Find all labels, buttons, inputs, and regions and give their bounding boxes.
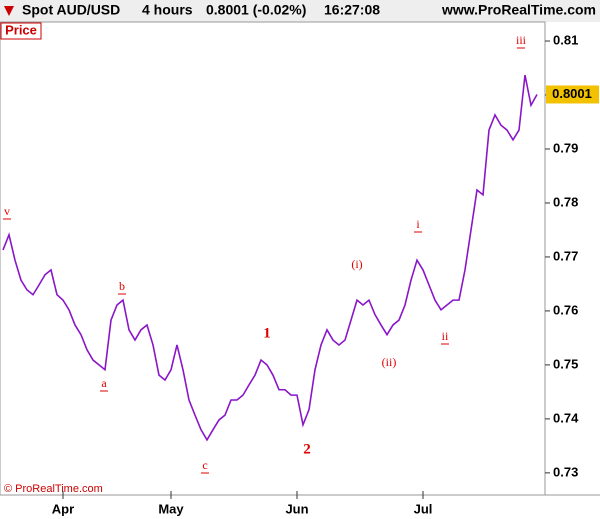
x-tick-label: Jul [414,501,433,516]
y-tick-label: 0.81 [553,32,578,47]
panel-box [0,22,42,40]
wave-label: iii [516,33,527,47]
site: www.ProRealTime.com [441,2,596,18]
wave-label: (i) [351,257,362,271]
plot-area [0,21,546,496]
menu-icon[interactable] [4,6,14,16]
x-tick-label: May [158,501,184,516]
copyright: © ProRealTime.com [4,483,103,495]
quote: 0.8001 (-0.02%) [206,2,306,18]
last-price-label: 0.8001 [552,86,592,101]
y-tick-label: 0.75 [553,356,578,371]
y-tick-label: 0.73 [553,464,578,479]
wave-label: (ii) [382,355,397,369]
x-tick-label: Apr [52,501,74,516]
wave-label: v [4,204,10,218]
y-tick-label: 0.78 [553,194,578,209]
wave-label: c [202,458,207,472]
interval: 4 hours [142,2,193,18]
y-tick-label: 0.77 [553,248,578,263]
symbol: Spot AUD/USD [22,2,120,18]
time: 16:27:08 [324,2,380,18]
wave-label: i [416,217,420,231]
wave-label: b [119,279,125,293]
wave-label: a [101,376,107,390]
y-tick-label: 0.76 [553,302,578,317]
wave-label: ii [442,329,449,343]
last-price-tag [546,85,599,104]
y-tick-label: 0.74 [553,410,579,425]
wave-label: 2 [303,441,311,457]
header-bar [0,0,600,22]
wave-label: 1 [263,325,271,341]
x-tick-label: Jun [285,501,308,516]
panel-label: Price [5,22,37,37]
price-line [2,74,538,442]
y-tick-label: 0.79 [553,140,578,155]
